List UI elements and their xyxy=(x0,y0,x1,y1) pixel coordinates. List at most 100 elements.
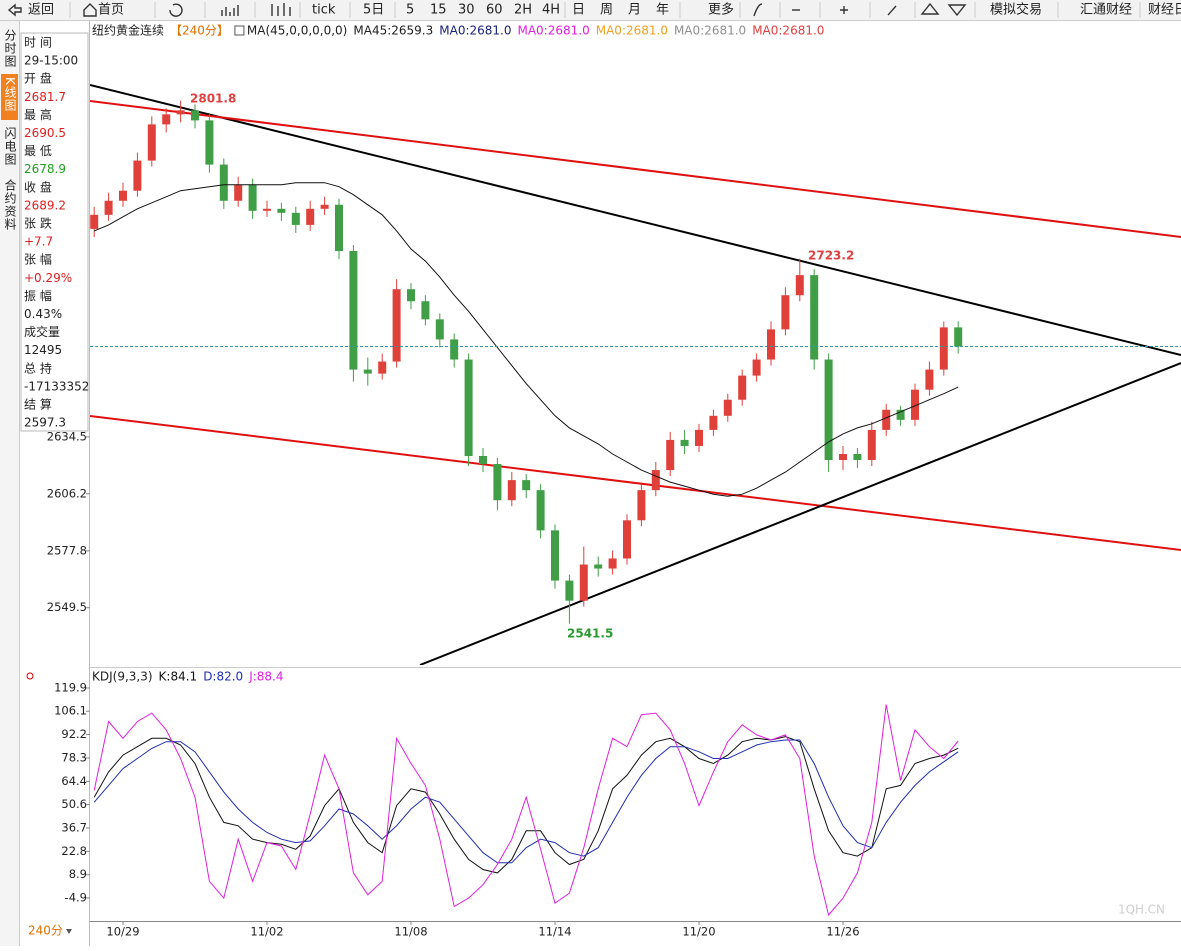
y-tick-label: 78.3 xyxy=(61,750,87,764)
toolbar-button[interactable]: 首页 xyxy=(98,3,124,18)
candle-body xyxy=(133,160,142,191)
toolbar-button[interactable]: 年 xyxy=(656,3,669,18)
info-label: 成交量 xyxy=(24,324,60,339)
candle-body xyxy=(507,480,516,501)
info-value: 29-15:00 xyxy=(24,54,78,68)
legend-entry: MA0:2681.0 xyxy=(674,24,746,38)
candle-body xyxy=(522,480,531,491)
y-tick-label: 2606.2 xyxy=(47,486,87,500)
ma-line xyxy=(94,182,959,497)
toolbar-icon[interactable] xyxy=(169,3,183,17)
y-tick-label: 8.9 xyxy=(69,867,87,881)
candle-body xyxy=(594,564,603,569)
y-tick-label: -4.9 xyxy=(65,890,87,904)
indicator-icon xyxy=(234,25,245,36)
toolbar-icon[interactable] xyxy=(221,5,239,16)
candle-body xyxy=(277,208,286,213)
toolbar-button[interactable]: 15 xyxy=(430,3,447,18)
legend-entry: D:82.0 xyxy=(203,670,243,684)
toolbar-icon[interactable] xyxy=(7,3,22,17)
toolbar-icon[interactable] xyxy=(840,6,848,14)
side-bar xyxy=(0,21,19,946)
candle-body xyxy=(565,580,574,601)
toolbar-button[interactable]: 30 xyxy=(458,3,475,18)
toolbar-icon[interactable] xyxy=(271,3,291,16)
candle-body xyxy=(954,327,963,347)
toolbar-button[interactable]: 周 xyxy=(600,3,613,18)
side-tab[interactable]: K线图 xyxy=(3,77,17,112)
candle-body xyxy=(536,490,545,531)
info-value: -17133352 xyxy=(24,379,89,393)
side-tab[interactable]: 分时图 xyxy=(3,29,17,68)
watermark: 1QH.CN xyxy=(1118,903,1165,917)
price-annotation: 2541.5 xyxy=(567,627,613,641)
y-tick-label: 50.6 xyxy=(61,797,87,811)
toolbar-button[interactable]: 日 xyxy=(572,3,585,18)
side-tab-active xyxy=(1,74,18,120)
toolbar-button[interactable]: 60 xyxy=(486,3,503,18)
toolbar-button[interactable]: tick xyxy=(312,3,336,18)
candle-body xyxy=(392,289,401,362)
x-tick-label: 11/08 xyxy=(394,925,427,939)
x-tick-label: 11/02 xyxy=(250,925,283,939)
info-label: 总 持 xyxy=(24,360,52,375)
candle-body xyxy=(781,295,790,330)
candle-body xyxy=(306,208,315,225)
price-annotation: 2801.8 xyxy=(190,92,236,106)
info-value: 2689.2 xyxy=(24,198,66,212)
toolbar-icon[interactable] xyxy=(947,4,967,17)
trend-line xyxy=(90,84,1181,356)
candle-body xyxy=(291,212,300,225)
candle-body xyxy=(824,359,833,461)
toolbar-icon[interactable] xyxy=(83,3,97,17)
info-panel xyxy=(20,32,89,432)
toolbar-button[interactable]: 模拟交易 xyxy=(990,2,1042,18)
y-tick-label: 2577.8 xyxy=(47,543,87,557)
info-label: 结 算 xyxy=(24,397,52,412)
legend-entry: J:88.4 xyxy=(248,670,283,684)
legend-entry: MA0:2681.0 xyxy=(596,24,668,38)
settings-icon[interactable] xyxy=(26,672,34,680)
y-tick-label: 2634.5 xyxy=(47,429,87,443)
info-value: 12495 xyxy=(24,343,62,357)
toolbar-button[interactable]: 财经日 xyxy=(1148,3,1181,18)
toolbar-icon[interactable] xyxy=(920,2,940,15)
info-value: 2597.3 xyxy=(24,416,66,430)
toolbar xyxy=(0,0,1181,20)
toolbar-button[interactable]: 5日 xyxy=(363,3,384,18)
candle-body xyxy=(579,564,588,601)
toolbar-button[interactable]: 汇通财经 xyxy=(1080,3,1132,18)
info-label: 时 间 xyxy=(24,36,52,50)
side-tab[interactable]: 合约资料 xyxy=(3,178,17,231)
side-tab[interactable]: 闪电图 xyxy=(3,127,17,166)
candle-body xyxy=(939,327,948,370)
legend-entry: MA0:2681.0 xyxy=(752,24,824,38)
candle-body xyxy=(867,429,876,461)
info-value: 2681.7 xyxy=(24,90,66,104)
candle-body xyxy=(752,359,761,376)
info-label: 最 高 xyxy=(24,107,52,122)
candle-body xyxy=(680,439,689,446)
x-tick-label: 10/29 xyxy=(106,925,139,939)
candle-body xyxy=(479,455,487,465)
period-button[interactable]: 240分 xyxy=(28,924,63,938)
toolbar-button[interactable]: 返回 xyxy=(28,3,54,18)
y-tick-label: 36.7 xyxy=(61,820,87,834)
toolbar-button[interactable]: 月 xyxy=(628,3,641,18)
candle-body xyxy=(911,389,919,420)
trend-lines xyxy=(90,84,1181,665)
toolbar-icon[interactable] xyxy=(753,3,763,17)
info-label: 振 幅 xyxy=(24,288,52,303)
candle-body xyxy=(882,409,891,430)
dropdown-icon xyxy=(66,929,72,934)
legend-entry: K:84.1 xyxy=(159,670,198,684)
toolbar-button[interactable]: 更多 xyxy=(708,2,734,18)
toolbar-button[interactable]: 5 xyxy=(406,3,414,18)
toolbar-button[interactable]: 2H xyxy=(514,3,532,18)
toolbar-icon[interactable] xyxy=(887,5,897,16)
x-tick-label: 11/26 xyxy=(826,925,859,939)
legend-entry: MA0:2681.0 xyxy=(517,24,589,38)
toolbar-button[interactable]: 4H xyxy=(542,3,560,18)
info-value: +7.7 xyxy=(24,235,53,249)
